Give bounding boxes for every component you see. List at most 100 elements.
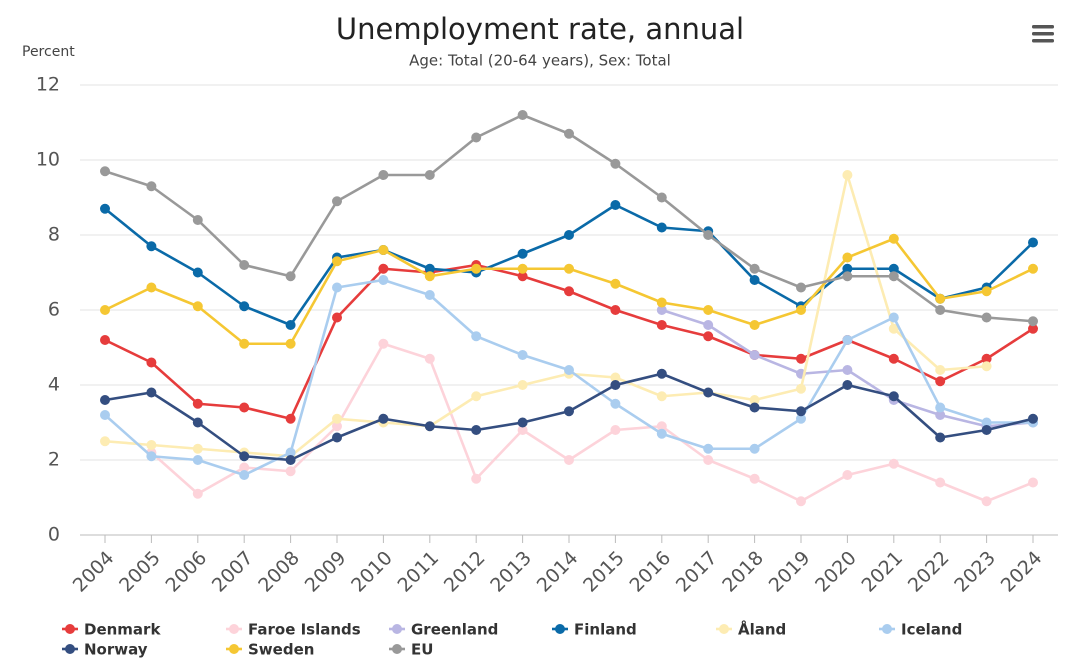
data-point [703, 455, 714, 465]
series [146, 338, 1038, 507]
data-point [239, 301, 250, 312]
data-point [888, 271, 899, 282]
x-tick-label: 2020 [811, 547, 861, 597]
data-point [285, 455, 296, 465]
data-point [378, 338, 389, 349]
legend-marker [65, 644, 75, 654]
legend-marker [392, 644, 402, 654]
data-point [888, 233, 899, 244]
data-point [100, 166, 110, 177]
data-point [564, 263, 574, 274]
chart-subtitle: Age: Total (20-64 years), Sex: Total [409, 52, 671, 70]
chart-title: Unemployment rate, annual [336, 12, 744, 46]
data-point [703, 387, 714, 398]
data-point [424, 290, 435, 300]
data-point [842, 380, 853, 390]
data-point [517, 110, 528, 120]
x-tick-label: 2017 [672, 547, 722, 597]
data-point [239, 451, 250, 462]
data-point [796, 353, 806, 364]
data-point [332, 421, 342, 432]
data-point [192, 398, 203, 409]
menu-button[interactable] [1032, 25, 1054, 43]
data-point [935, 293, 946, 304]
x-tick-label: 2023 [950, 547, 1000, 597]
data-point [749, 402, 760, 413]
data-point [935, 305, 946, 315]
data-point [842, 170, 853, 180]
legend-item[interactable]: Sweden [226, 641, 314, 659]
data-point [332, 432, 342, 443]
legend-item[interactable]: Finland [552, 621, 637, 639]
x-tick-label: 2006 [161, 547, 211, 597]
legend-marker [65, 624, 75, 634]
data-point [239, 402, 250, 413]
data-point [888, 312, 899, 323]
data-point [192, 417, 203, 428]
y-tick-label: 12 [36, 74, 60, 96]
data-point [517, 380, 528, 390]
legend-label: Åland [738, 620, 786, 639]
data-point [100, 395, 110, 405]
x-tick-label: 2019 [765, 547, 815, 597]
legend-label: Sweden [248, 641, 314, 659]
data-point [610, 305, 621, 315]
menu-bar [1032, 25, 1054, 29]
data-point [1028, 316, 1038, 327]
x-tick-label: 2009 [301, 547, 351, 597]
y-tick-label: 6 [48, 299, 60, 321]
data-point [471, 473, 482, 484]
data-point [285, 338, 296, 349]
data-point [1028, 323, 1038, 334]
data-point [332, 413, 342, 424]
legend-item[interactable]: Åland [716, 620, 786, 639]
data-point [564, 406, 574, 417]
data-point [842, 271, 853, 282]
data-point [285, 413, 296, 424]
data-point [332, 256, 342, 267]
data-point [981, 353, 992, 364]
data-point [703, 331, 714, 342]
data-point [471, 263, 482, 274]
data-point [471, 425, 482, 435]
x-tick-label: 2012 [440, 547, 490, 597]
data-point [1028, 237, 1038, 248]
legend-item[interactable]: Greenland [389, 621, 498, 639]
data-point [656, 297, 667, 308]
legend-label: Faroe Islands [248, 621, 361, 639]
data-point [239, 470, 250, 480]
data-point [842, 335, 853, 345]
data-point [842, 365, 853, 375]
series [100, 110, 1038, 327]
series [656, 305, 1038, 432]
data-point [656, 368, 667, 379]
menu-bar [1032, 32, 1054, 36]
legend-item[interactable]: EU [389, 641, 433, 659]
data-point [796, 305, 806, 315]
data-point [100, 410, 110, 420]
data-point [424, 421, 435, 432]
data-point [656, 428, 667, 439]
x-tick-label: 2013 [486, 547, 536, 597]
data-point [703, 320, 714, 330]
data-point [332, 312, 342, 323]
data-point [703, 230, 714, 240]
legend-item[interactable]: Denmark [62, 621, 161, 639]
legend-item[interactable]: Faroe Islands [226, 621, 361, 639]
x-tick-label: 2010 [347, 547, 397, 597]
x-tick-label: 2014 [533, 547, 583, 597]
data-point [146, 181, 157, 192]
legend-item[interactable]: Norway [62, 641, 148, 659]
data-point [100, 203, 110, 214]
series [100, 368, 1038, 465]
x-tick-label: 2024 [997, 547, 1047, 597]
data-point [656, 320, 667, 330]
data-point [471, 331, 482, 342]
data-point [796, 413, 806, 424]
x-tick-label: 2005 [115, 547, 165, 597]
legend-item[interactable]: Iceland [879, 621, 962, 639]
data-point [332, 196, 342, 207]
data-point [610, 372, 621, 383]
data-point [981, 361, 992, 372]
